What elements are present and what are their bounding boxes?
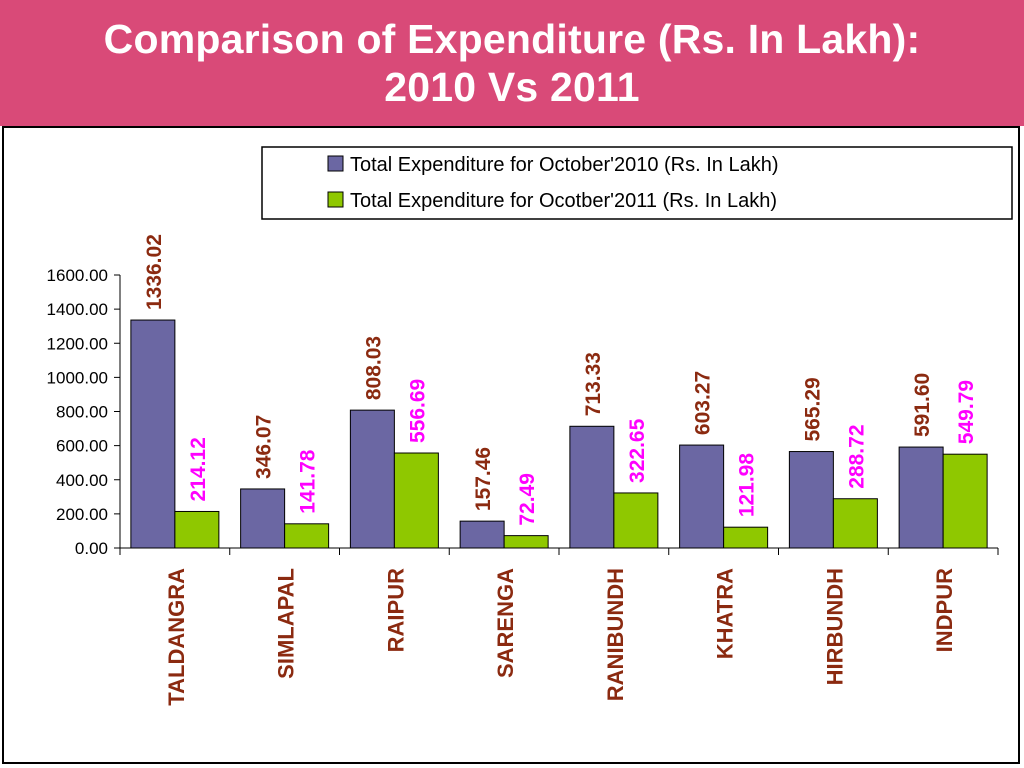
legend-label-2011: Total Expenditure for Ocotber'2011 (Rs. … bbox=[350, 190, 777, 212]
bar-2011-raipur bbox=[393, 452, 439, 549]
data-label-2010: 157.46 bbox=[472, 447, 495, 511]
bar-2010-khatra bbox=[679, 444, 725, 549]
data-label-2010: 1336.02 bbox=[143, 234, 166, 310]
bar-2010-taldangra bbox=[130, 319, 176, 549]
bar-2011-ranibundh bbox=[613, 492, 659, 549]
data-label-2010: 591.60 bbox=[911, 373, 934, 437]
bar-2010-raipur bbox=[349, 409, 395, 549]
category-label-ranibundh: RANIBUNDH bbox=[603, 568, 628, 701]
bar-2011-indpur bbox=[942, 453, 988, 549]
category-label-khatra: KHATRA bbox=[713, 568, 738, 659]
data-label-2010: 808.03 bbox=[362, 336, 385, 400]
bar-2011-khatra bbox=[723, 526, 769, 549]
category-label-taldangra: TALDANGRA bbox=[164, 568, 189, 706]
y-tick-label: 1600.00 bbox=[47, 266, 108, 285]
bar-2011-taldangra bbox=[174, 510, 220, 549]
y-tick-label: 800.00 bbox=[56, 403, 108, 422]
data-label-2011: 556.69 bbox=[406, 379, 429, 443]
bar-2010-indpur bbox=[898, 446, 944, 549]
data-label-2011: 549.79 bbox=[955, 380, 978, 444]
legend bbox=[261, 146, 1013, 220]
legend-label-2010: Total Expenditure for October'2010 (Rs. … bbox=[350, 154, 779, 176]
bar-2011-hirbundh bbox=[832, 498, 878, 549]
bar-2010-sarenga bbox=[459, 520, 505, 549]
bar-2011-sarenga bbox=[503, 535, 549, 549]
legend-swatch-2010 bbox=[327, 155, 344, 172]
legend-swatch-2011 bbox=[327, 191, 344, 208]
data-label-2010: 565.29 bbox=[801, 377, 824, 441]
bar-2010-hirbundh bbox=[788, 451, 834, 549]
category-label-simlapal: SIMLAPAL bbox=[274, 568, 299, 679]
bar-2010-ranibundh bbox=[569, 425, 615, 549]
y-tick-label: 1000.00 bbox=[47, 368, 108, 387]
category-label-indpur: INDPUR bbox=[932, 568, 957, 652]
data-label-2010: 603.27 bbox=[692, 371, 715, 435]
data-label-2011: 322.65 bbox=[626, 418, 649, 483]
bar-2010-simlapal bbox=[240, 488, 286, 549]
data-label-2010: 713.33 bbox=[582, 352, 605, 416]
y-tick-label: 600.00 bbox=[56, 437, 108, 456]
y-tick-label: 400.00 bbox=[56, 471, 108, 490]
y-tick-label: 200.00 bbox=[56, 505, 108, 524]
data-label-2011: 72.49 bbox=[516, 473, 539, 526]
category-label-sarenga: SARENGA bbox=[493, 568, 518, 678]
y-tick-label: 0.00 bbox=[75, 539, 108, 558]
title-banner: Comparison of Expenditure (Rs. In Lakh):… bbox=[0, 0, 1024, 126]
y-tick-label: 1400.00 bbox=[47, 300, 108, 319]
category-label-raipur: RAIPUR bbox=[383, 568, 408, 652]
data-label-2010: 346.07 bbox=[253, 415, 276, 479]
data-label-2011: 141.78 bbox=[297, 449, 320, 514]
slide-title-line-2: 2010 Vs 2011 bbox=[384, 64, 640, 110]
slide-title-line-1: Comparison of Expenditure (Rs. In Lakh): bbox=[103, 16, 921, 62]
bar-2011-simlapal bbox=[284, 523, 330, 549]
data-label-2011: 214.12 bbox=[187, 437, 210, 501]
y-tick-label: 1200.00 bbox=[47, 334, 108, 353]
data-label-2011: 288.72 bbox=[845, 425, 868, 489]
data-label-2011: 121.98 bbox=[736, 453, 759, 518]
category-label-hirbundh: HIRBUNDH bbox=[822, 568, 847, 685]
